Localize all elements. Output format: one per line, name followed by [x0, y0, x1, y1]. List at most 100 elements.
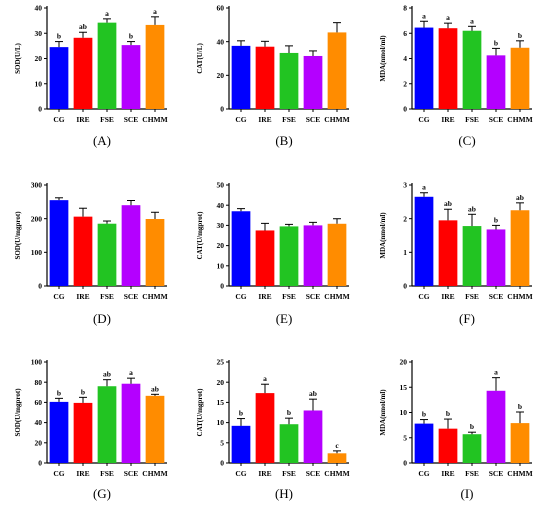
y-tick-label: 100: [31, 358, 43, 367]
bar: [73, 37, 93, 109]
x-tick-label: CHMM: [324, 115, 349, 124]
y-tick-label: 5: [220, 438, 224, 447]
y-tick-label: 0: [403, 459, 407, 468]
significance-letter: ab: [444, 199, 452, 208]
x-tick-label: CHMM: [142, 469, 167, 478]
y-tick-label: 5: [403, 433, 407, 442]
x-tick-label: FSE: [100, 292, 114, 301]
x-tick-label: FSE: [100, 115, 114, 124]
y-axis-label: MDA(nmol/ml): [379, 35, 387, 82]
x-tick-label: CG: [53, 292, 64, 301]
x-tick-label: FSE: [100, 469, 114, 478]
y-tick-label: 40: [217, 37, 225, 46]
chart-panel: 0 20 40 60 80 100 SOD(U/mgprot) b CG b IRE ab FSE a SC…: [14, 358, 168, 501]
y-tick-label: 20: [217, 71, 225, 80]
x-tick-label: FSE: [465, 115, 479, 124]
significance-letter: b: [129, 32, 133, 41]
panel-label: (D): [93, 311, 111, 326]
significance-letter: ab: [468, 204, 476, 213]
y-tick-label: 3: [403, 181, 407, 190]
y-tick-label: 50: [217, 181, 225, 190]
y-tick-label: 80: [35, 378, 43, 387]
bar: [49, 47, 69, 109]
x-tick-label: CG: [418, 292, 429, 301]
chart-panel: 0 10 20 30 40 50 CAT(U/mgprot) CG IRE FSE SCE CHMM (…: [196, 181, 350, 326]
bar: [255, 393, 275, 463]
y-tick-label: 2: [403, 214, 407, 223]
y-axis-label: CAT(U/mgprot): [196, 211, 204, 260]
y-tick-label: 10: [217, 261, 225, 270]
y-tick-label: 25: [217, 358, 225, 367]
significance-letter: a: [422, 183, 426, 192]
significance-letter: a: [422, 11, 426, 20]
x-tick-label: IRE: [441, 115, 454, 124]
y-tick-label: 0: [38, 105, 42, 114]
significance-letter: b: [57, 32, 61, 41]
y-axis-label: SOD(U/L): [14, 42, 22, 73]
x-tick-label: IRE: [258, 115, 271, 124]
y-axis-label: MDA(nmol/ml): [379, 212, 387, 259]
y-tick-label: 0: [403, 282, 407, 291]
bar: [97, 386, 117, 463]
x-tick-label: SCE: [489, 115, 504, 124]
y-tick-label: 30: [35, 29, 43, 38]
x-tick-label: CHMM: [142, 115, 167, 124]
x-tick-label: IRE: [441, 292, 454, 301]
x-tick-label: IRE: [76, 115, 89, 124]
y-tick-label: 40: [35, 4, 43, 13]
y-tick-label: 60: [217, 4, 225, 13]
chart-panel: 0 5 10 15 20 MDA(nmol/ml) b CG b IRE b FSE a SCE b CHMM…: [379, 358, 533, 501]
chart-panel: 0 1 2 3 MDA(nmol/ml) a CG ab IRE ab FSE b SCE ab CHMM (…: [379, 181, 533, 326]
x-tick-label: FSE: [282, 115, 296, 124]
bar: [303, 55, 323, 109]
bar: [73, 216, 93, 286]
bar: [97, 22, 117, 109]
bar: [462, 434, 482, 463]
bar: [73, 402, 93, 463]
y-tick-label: 0: [220, 459, 224, 468]
panel-label: (I): [461, 486, 474, 501]
chart-panel: 0 10 20 30 40 SOD(U/L) b CG ab IRE a FSE b SCE a CHMM (A…: [14, 4, 168, 148]
significance-letter: a: [446, 13, 450, 22]
x-tick-label: IRE: [258, 292, 271, 301]
panel-label: (E): [276, 311, 293, 326]
x-tick-label: CG: [235, 292, 246, 301]
bar: [327, 223, 347, 286]
significance-letter: a: [494, 368, 498, 377]
x-tick-label: SCE: [306, 469, 321, 478]
y-tick-label: 6: [403, 29, 407, 38]
x-tick-label: SCE: [306, 292, 321, 301]
bar: [121, 383, 141, 463]
y-tick-label: 0: [38, 282, 42, 291]
x-tick-label: SCE: [124, 469, 139, 478]
bar: [510, 210, 530, 286]
y-tick-label: 2: [403, 79, 407, 88]
bar: [255, 46, 275, 109]
bar: [414, 196, 434, 286]
x-tick-label: CG: [418, 115, 429, 124]
y-tick-label: 40: [217, 201, 225, 210]
y-tick-label: 15: [217, 398, 225, 407]
significance-letter: b: [518, 31, 522, 40]
bar: [510, 423, 530, 463]
x-tick-label: FSE: [465, 292, 479, 301]
y-tick-label: 20: [35, 438, 43, 447]
panel-label: (G): [93, 486, 111, 501]
bar: [121, 205, 141, 286]
x-tick-label: SCE: [489, 292, 504, 301]
x-tick-label: CHMM: [142, 292, 167, 301]
bar: [486, 390, 506, 463]
significance-letter: b: [422, 410, 426, 419]
significance-letter: a: [105, 9, 109, 18]
y-axis-label: MDA(nmol/ml): [379, 389, 387, 436]
bar: [255, 230, 275, 286]
y-tick-label: 8: [403, 4, 407, 13]
y-tick-label: 10: [35, 79, 43, 88]
y-axis-label: CAT(U/L): [196, 43, 204, 74]
x-tick-label: IRE: [76, 469, 89, 478]
bar: [327, 453, 347, 463]
chart-panel: 0 20 40 60 CAT(U/L) CG IRE FSE SCE CHMM (B): [196, 4, 350, 148]
bar: [231, 425, 251, 463]
y-tick-label: 300: [31, 181, 43, 190]
y-tick-label: 1: [403, 248, 407, 257]
